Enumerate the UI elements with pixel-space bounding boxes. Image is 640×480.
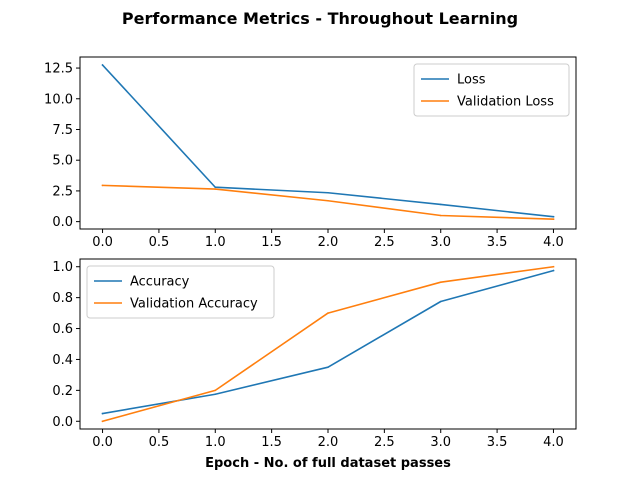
accuracy-y-tick-label: 0.0	[52, 415, 73, 430]
loss-legend: Loss Validation Loss	[413, 63, 570, 117]
loss-x-tick-label: 3.0	[430, 235, 451, 250]
loss-y-tick-label: 12.5	[44, 62, 73, 77]
accuracy-series-1-point-0	[101, 420, 104, 423]
loss-x-tick-label: 2.0	[318, 235, 339, 250]
loss-series-0-point-1	[214, 186, 217, 189]
accuracy-series-1-point-3	[439, 281, 442, 283]
loss-legend-label-0: Loss	[457, 73, 486, 88]
accuracy-legend: Accuracy Validation Accuracy	[86, 265, 275, 319]
loss-y-tick-label: 5.0	[52, 154, 73, 169]
loss-series-0-point-0	[101, 64, 104, 66]
loss-legend-label-1: Validation Loss	[457, 95, 554, 110]
accuracy-legend-box	[86, 265, 275, 319]
accuracy-series-0-point-4	[552, 269, 555, 272]
loss-series-1-point-0	[101, 184, 104, 187]
accuracy-legend-label-1: Validation Accuracy	[130, 297, 258, 312]
accuracy-x-tick-label: 2.5	[374, 435, 395, 450]
accuracy-x-tick-label: 0.5	[149, 435, 170, 450]
loss-series-1-point-3	[439, 214, 442, 217]
accuracy-x-tick-label: 3.5	[487, 435, 508, 450]
accuracy-series-0-point-0	[101, 412, 104, 415]
loss-x-tick-label: 3.5	[487, 235, 508, 250]
loss-series-1-point-4	[552, 218, 555, 220]
accuracy-x-tick-label: 1.0	[205, 435, 226, 450]
accuracy-y-tick-label: 0.6	[52, 322, 73, 337]
accuracy-series-1-point-2	[327, 312, 329, 314]
accuracy-legend-label-0: Accuracy	[130, 275, 190, 290]
accuracy-x-tick-label: 2.0	[318, 435, 339, 450]
loss-y-tick-label: 2.5	[52, 184, 73, 199]
loss-series-0-point-2	[327, 191, 329, 194]
loss-x-tick-label: 1.5	[261, 235, 282, 250]
accuracy-x-tick-label: 4.0	[543, 435, 564, 450]
accuracy-x-tick-label: 3.0	[430, 435, 451, 450]
accuracy-y-tick-label: 0.8	[52, 291, 73, 306]
loss-series-0-point-4	[552, 215, 555, 218]
accuracy-series-0-point-3	[439, 300, 442, 303]
accuracy-x-tick-label: 1.5	[261, 435, 282, 450]
accuracy-series-1-point-4	[552, 265, 555, 268]
loss-x-tick-label: 0.0	[92, 235, 113, 250]
accuracy-series-0-point-1	[214, 393, 217, 396]
figure-title: Performance Metrics - Throughout Learnin…	[122, 9, 518, 28]
accuracy-series-0-point-2	[327, 366, 329, 368]
accuracy-y-tick-label: 0.2	[52, 384, 73, 399]
accuracy-y-tick-label: 0.4	[52, 353, 73, 368]
accuracy-series-1-point-1	[214, 389, 217, 392]
loss-y-tick-label: 0.0	[52, 215, 73, 230]
loss-series-1-point-2	[327, 199, 329, 202]
loss-x-tick-label: 0.5	[149, 235, 170, 250]
loss-series-0-point-3	[439, 203, 442, 206]
loss-axes: 0.0 0.5 1.0 1.5 2.0 2.5 3.0 3.5 4.0 0.0 2.5 5.0 7.5 1…	[44, 56, 577, 250]
x-axis-label: Epoch - No. of full dataset passes	[205, 456, 451, 471]
loss-legend-box	[413, 63, 570, 117]
loss-series-1-point-1	[214, 188, 217, 190]
loss-y-tick-label: 10.0	[44, 92, 73, 107]
accuracy-x-tick-label: 0.0	[92, 435, 113, 450]
loss-x-tick-label: 2.5	[374, 235, 395, 250]
loss-x-tick-label: 4.0	[543, 235, 564, 250]
loss-y-tick-label: 7.5	[52, 123, 73, 138]
loss-x-tick-label: 1.0	[205, 235, 226, 250]
accuracy-y-tick-label: 1.0	[52, 260, 73, 275]
accuracy-axes: 0.0 0.5 1.0 1.5 2.0 2.5 3.0 3.5 4.0 0.0 0.2 0.4 0.6 0…	[52, 258, 577, 450]
